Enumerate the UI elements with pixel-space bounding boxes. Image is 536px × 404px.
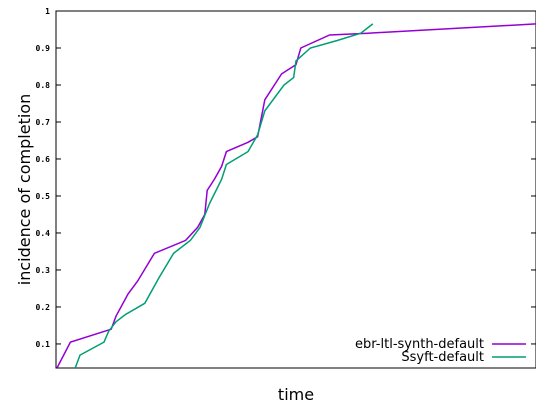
y-tick-label: 0.5 (36, 192, 51, 201)
y-tick-label: 0.4 (36, 229, 51, 238)
legend-label-2: Ssyft-default (401, 350, 484, 365)
y-tick-label: 0.2 (36, 303, 51, 312)
y-axis-ticks: 0.1 0.2 0.3 0.4 0.5 0.6 0.7 0.8 0.9 1 (36, 7, 536, 349)
series-layer (56, 23, 536, 368)
y-tick-label: 0.7 (36, 118, 51, 127)
y-tick-label: 0.1 (36, 340, 51, 349)
y-tick-label: 0.9 (36, 44, 51, 53)
series-line-1 (56, 23, 536, 368)
legend-label-1: ebr-ltl-synth-default (355, 337, 484, 352)
y-axis-label: incidence of completion (15, 94, 34, 285)
series-line-2 (74, 23, 374, 368)
plot-frame (55, 10, 536, 369)
y-tick-label: 1 (45, 7, 50, 16)
y-tick-label: 0.6 (36, 155, 51, 164)
y-tick-label: 0.3 (36, 266, 51, 275)
y-tick-label: 0.8 (36, 81, 51, 90)
x-axis-label: time (278, 385, 314, 404)
